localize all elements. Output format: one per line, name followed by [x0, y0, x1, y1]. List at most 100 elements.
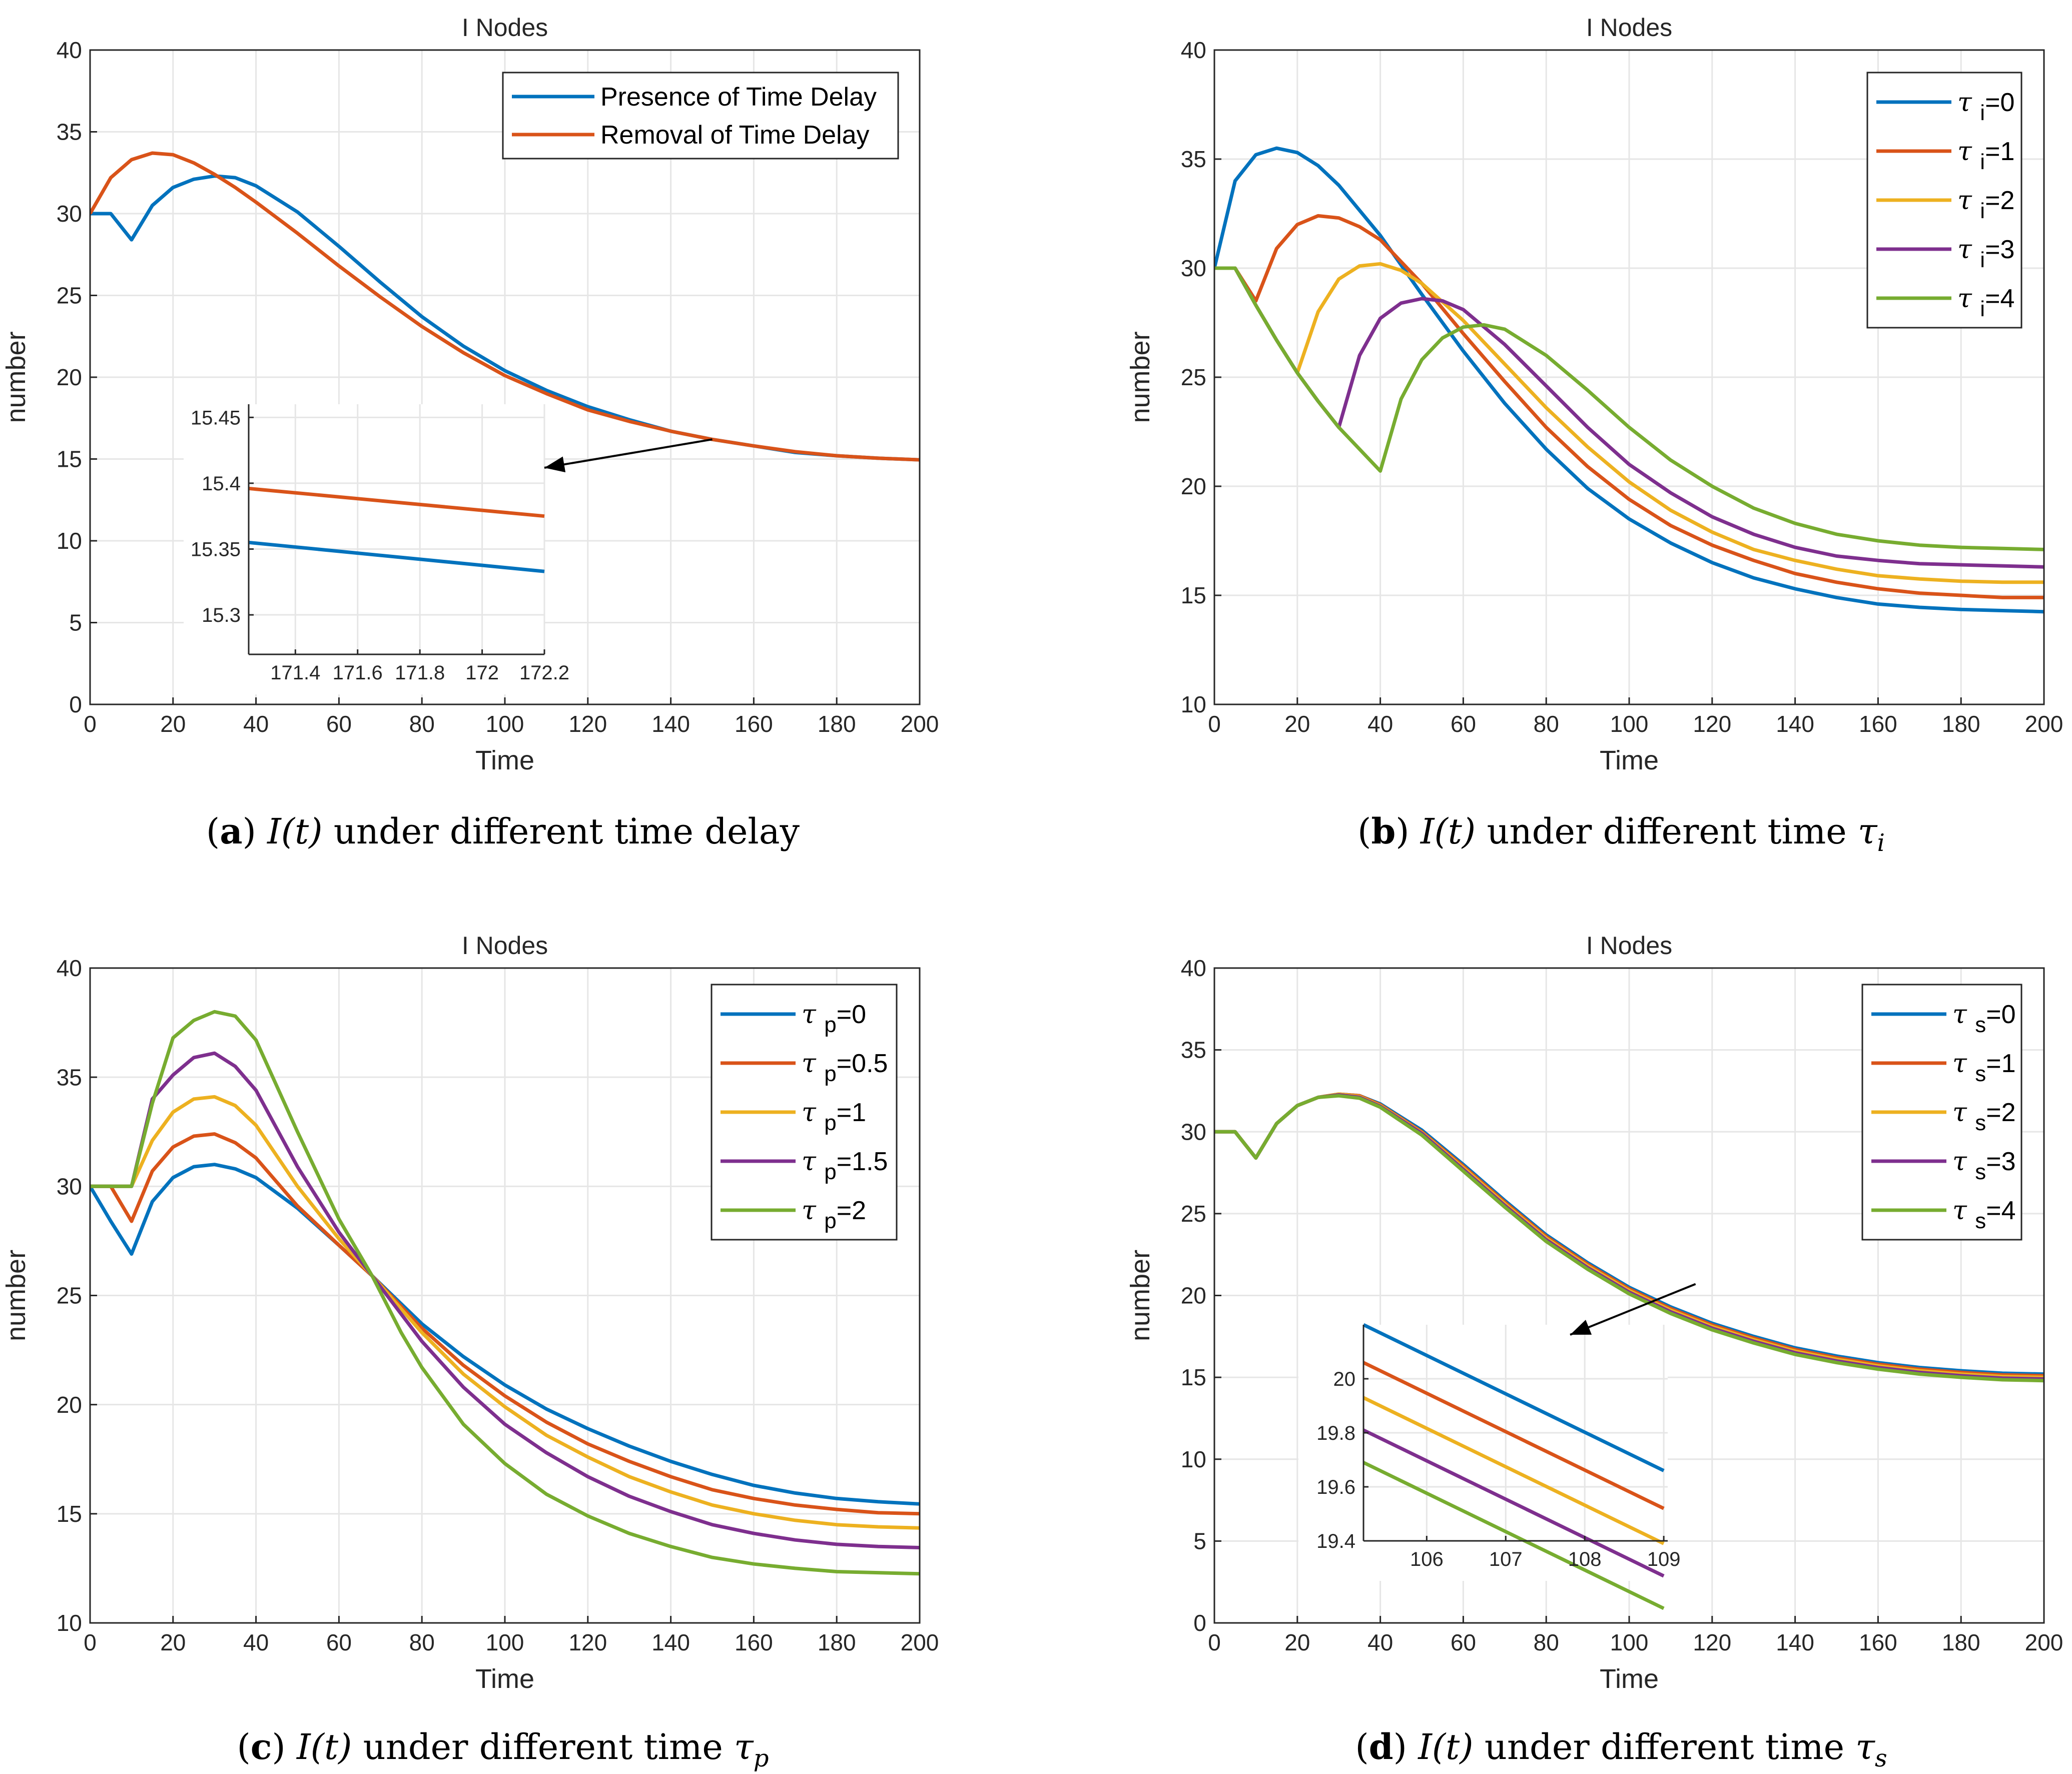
chart-a-axes-box: [89, 49, 921, 705]
chart-d-plot-area: [1214, 968, 2044, 1623]
chart-d-series-line-2: [1214, 1092, 2044, 1379]
chart-a-inset-ytick-label: 15.45: [191, 407, 241, 429]
chart-c-ytick-label: 10: [57, 1610, 82, 1636]
caption-d-symbol: τ: [1855, 1726, 1875, 1767]
chart-c-ytick-label: 15: [57, 1501, 82, 1527]
chart-c-plot-area: [90, 968, 920, 1623]
caption-b-text: under different time: [1487, 811, 1847, 852]
chart-d-xtick-label: 140: [1776, 1629, 1814, 1655]
chart-b-xlabel: Time: [1600, 745, 1659, 775]
chart-c-title: I Nodes: [462, 932, 548, 960]
chart-a-inset-xtick-label: 172: [465, 662, 499, 684]
chart-c-legend-label-2: τ p=1: [802, 1098, 866, 1135]
chart-c-legend-sym-2: τ: [802, 1098, 824, 1128]
chart-d-ytick-label: 30: [1181, 1119, 1206, 1145]
chart-c-ytick-label: 30: [57, 1173, 82, 1199]
chart-d-legend-sym-4: τ: [1952, 1196, 1975, 1226]
chart-c-xtick-label: 140: [651, 1629, 690, 1655]
chart-d-legend-sub-0: s: [1975, 1013, 1986, 1037]
chart-c-legend-sym-3: τ: [802, 1147, 824, 1177]
caption-d-label: d: [1368, 1726, 1394, 1767]
chart-d-ytick-label: 15: [1181, 1364, 1206, 1390]
chart-c-xtick-label: 80: [409, 1629, 435, 1655]
chart-d-legend-label-0: τ s=0: [1952, 1000, 2016, 1037]
chart-a-ytick-label: 40: [57, 37, 82, 63]
chart-c-legend-label-0: τ p=0: [802, 1000, 866, 1037]
chart-d-title: I Nodes: [1586, 932, 1672, 960]
chart-d-legend-sym-1: τ: [1952, 1049, 1975, 1079]
chart-c-legend-sub-3: p: [824, 1160, 836, 1184]
chart-a-xtick-label: 200: [901, 711, 939, 737]
chart-a-inset-series-0: [248, 540, 545, 573]
chart-c-xtick-label: 40: [243, 1629, 269, 1655]
chart-c-ytick-label: 25: [57, 1283, 82, 1309]
chart-d-inset-series-2: [1362, 1396, 1665, 1545]
caption-a-lead: I(t): [267, 811, 323, 852]
chart-d-xtick-label: 100: [1610, 1629, 1649, 1655]
chart-b-series-line-3: [1214, 266, 2044, 569]
chart-d-legend-sub-3: s: [1975, 1160, 1986, 1184]
chart-d-xtick-label: 200: [2025, 1629, 2063, 1655]
chart-b-ytick-label: 40: [1181, 37, 1206, 63]
chart-d-ytick-label: 40: [1181, 955, 1206, 981]
chart-d-legend-sym-3: τ: [1952, 1147, 1975, 1177]
chart-b-xtick-label: 80: [1534, 711, 1559, 737]
chart-c-xlabel: Time: [475, 1664, 534, 1694]
chart-d-legend-sub-4: s: [1975, 1209, 1986, 1233]
chart-a-xtick-label: 0: [84, 711, 97, 737]
caption-c-subscript: p: [753, 1744, 769, 1772]
chart-b-ytick-label: 10: [1181, 691, 1206, 717]
chart-a-xtick-label: 140: [651, 711, 690, 737]
chart-c-ytick-label: 40: [57, 955, 82, 981]
chart-d-ytick-label: 5: [1193, 1528, 1206, 1554]
chart-b-series-line-1: [1214, 214, 2044, 599]
chart-b-xtick-label: 120: [1693, 711, 1731, 737]
chart-c-series-line-4: [90, 1010, 920, 1576]
chart-d-axes-box: [1213, 967, 2045, 1624]
chart-b-legend-val-2: =2: [1985, 186, 2014, 215]
chart-c-ytick-label: 20: [57, 1392, 82, 1418]
chart-d-ylabel: number: [1125, 1250, 1155, 1341]
chart-d-inset-series-0: [1362, 1323, 1665, 1472]
chart-c-xtick-label: 20: [160, 1629, 186, 1655]
chart-c-legend-sym-1: τ: [802, 1049, 824, 1079]
chart-b-legend-sub-3: i: [1980, 248, 1985, 272]
chart-a-legend-label-1: Removal of Time Delay: [600, 121, 870, 150]
chart-a-inset-series-1: [248, 486, 545, 518]
caption-b-label: b: [1371, 810, 1396, 852]
chart-c-legend-box: [711, 984, 898, 1241]
chart-d-inset-series-4: [1362, 1461, 1665, 1610]
chart-a-inset-arrow-head: [544, 456, 566, 473]
chart-d-ytick-label: 0: [1193, 1610, 1206, 1636]
chart-a-xtick-label: 120: [568, 711, 607, 737]
chart-d-inset-ytick-label: 19.4: [1316, 1530, 1355, 1552]
chart-b-legend-label-2: τ i=2: [1957, 186, 2014, 223]
chart-d-inset-arrow-head: [1570, 1320, 1592, 1335]
chart-d-xtick-label: 40: [1367, 1629, 1393, 1655]
chart-a-inset-xtick-label: 172.2: [519, 662, 569, 684]
chart-b-title: I Nodes: [1586, 14, 1672, 42]
chart-a-xtick-label: 60: [326, 711, 352, 737]
chart-c-xtick-label: 120: [568, 1629, 607, 1655]
chart-b-series-line-0: [1214, 146, 2044, 614]
chart-c-legend-sub-1: p: [824, 1062, 836, 1086]
chart-c-legend-sym-0: τ: [802, 1000, 824, 1030]
chart-b-legend-sym-1: τ: [1957, 137, 1980, 167]
chart-d-xtick-label: 20: [1284, 1629, 1310, 1655]
chart-a-xtick-label: 40: [243, 711, 269, 737]
caption-b: (b) I(t) under different time τi: [1357, 810, 1885, 857]
chart-d-series-line-3: [1214, 1093, 2044, 1381]
chart-a-xlabel: Time: [475, 745, 534, 775]
chart-d-legend-sub-1: s: [1975, 1062, 1986, 1086]
chart-a-xtick-label: 20: [160, 711, 186, 737]
chart-d-legend-val-2: =2: [1986, 1098, 2015, 1127]
chart-c-legend-sym-4: τ: [802, 1196, 824, 1226]
chart-b-xtick-label: 140: [1776, 711, 1814, 737]
chart-d-inset-xtick-label: 108: [1568, 1548, 1602, 1570]
chart-b-legend-label-1: τ i=1: [1957, 137, 2014, 174]
chart-b-legend-box: [1866, 72, 2022, 329]
chart-b-legend-sub-2: i: [1980, 199, 1985, 223]
chart-d-inset-xtick-label: 109: [1647, 1548, 1681, 1570]
chart-d-legend-sym-2: τ: [1952, 1098, 1975, 1128]
